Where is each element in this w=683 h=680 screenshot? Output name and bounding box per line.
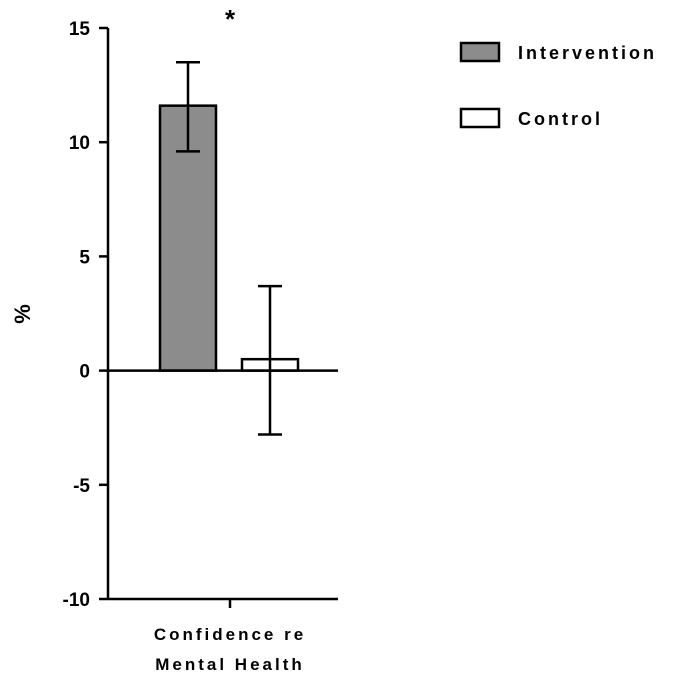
legend-label-intervention: Intervention bbox=[518, 43, 657, 63]
y-tick-label: 5 bbox=[79, 247, 90, 268]
legend: Intervention Control bbox=[459, 41, 657, 129]
legend-swatch-control bbox=[459, 107, 501, 129]
y-tick-label: 0 bbox=[79, 362, 90, 383]
y-tick-label: 15 bbox=[69, 19, 91, 40]
y-tick-label: -5 bbox=[73, 476, 90, 497]
x-category-label-line-1: Confidence re bbox=[154, 625, 306, 644]
legend-swatch-intervention bbox=[459, 41, 501, 63]
significance-marker: * bbox=[225, 4, 236, 34]
y-tick-label: 10 bbox=[69, 133, 90, 154]
legend-label-control: Control bbox=[518, 109, 603, 129]
x-category-label-line-2: Mental Health bbox=[155, 655, 305, 674]
chart-marks: 15 10 5 0 -5 -10 bbox=[63, 19, 338, 611]
y-tick-label: -10 bbox=[63, 590, 90, 611]
y-axis-label: % bbox=[10, 304, 35, 324]
